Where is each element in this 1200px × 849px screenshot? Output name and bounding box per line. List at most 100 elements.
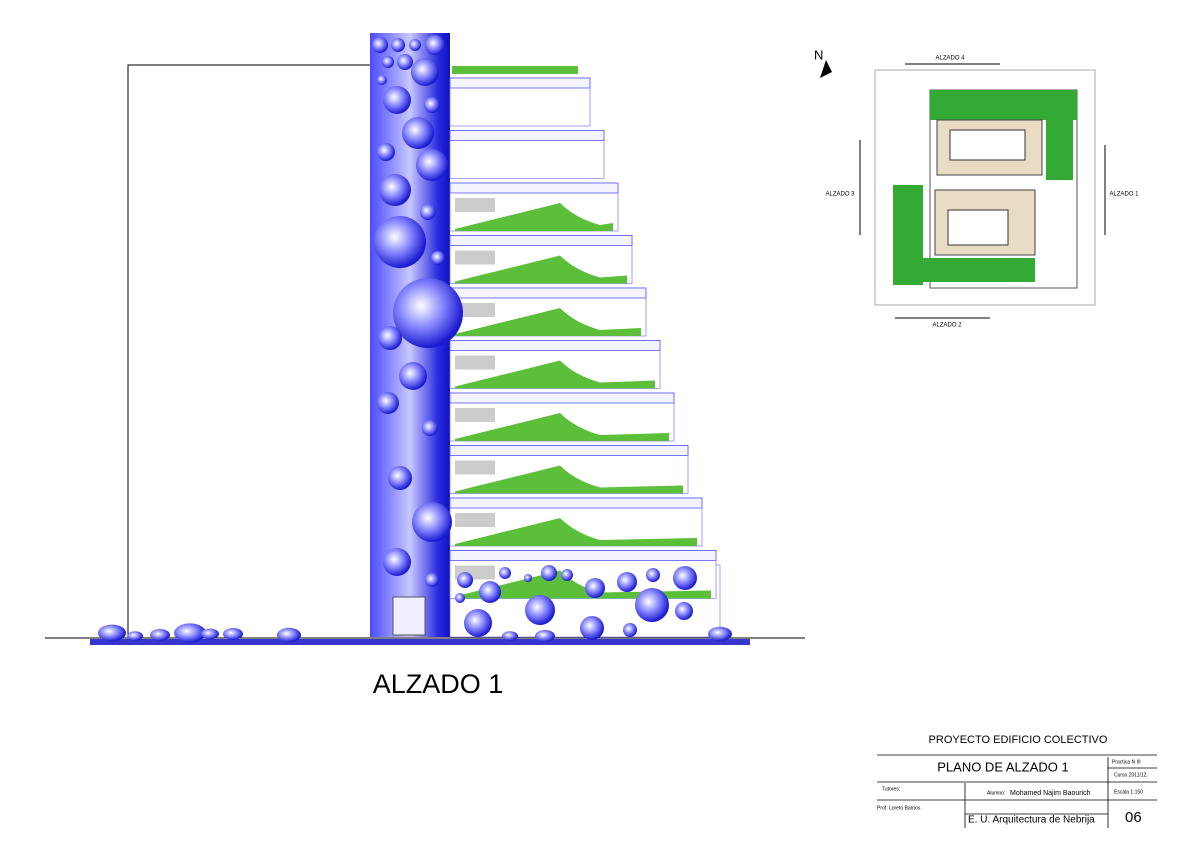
- tutors: Tutores:: [882, 786, 900, 792]
- bubble: [424, 97, 440, 113]
- bubble: [479, 581, 501, 603]
- window: [455, 303, 495, 317]
- drawing-title: ALZADO 1: [373, 669, 504, 699]
- scale: Escala 1:150: [1114, 789, 1143, 795]
- bubble: [524, 574, 532, 582]
- bubble: [382, 56, 394, 68]
- slab: [449, 182, 619, 194]
- student: Mohamed Najim Baourich: [1010, 790, 1091, 797]
- north-arrow: [820, 60, 832, 78]
- bubble: [646, 568, 660, 582]
- bubble: [399, 362, 427, 390]
- planting: [455, 203, 613, 231]
- ground: [90, 639, 750, 645]
- window: [455, 408, 495, 422]
- bubble: [397, 54, 413, 70]
- shrub: [150, 629, 170, 641]
- elevation: [45, 33, 805, 645]
- shrub: [708, 626, 732, 642]
- roof-garden: [452, 66, 578, 74]
- north-label: N: [814, 47, 823, 62]
- project: PROYECTO EDIFICIO COLECTIVO: [929, 734, 1108, 746]
- bubble: [635, 588, 669, 622]
- course: Curso 2011/12.: [1114, 772, 1148, 778]
- bubble: [374, 216, 426, 268]
- window: [455, 250, 495, 265]
- shrub: [502, 631, 518, 641]
- window: [455, 460, 495, 475]
- slab: [449, 340, 661, 351]
- bubble: [673, 566, 697, 590]
- bubble: [377, 143, 395, 161]
- bubble: [425, 35, 445, 55]
- plan-label: ALZADO 1: [1109, 192, 1139, 198]
- bubble: [623, 623, 637, 637]
- bubble: [455, 593, 465, 603]
- slab: [449, 77, 591, 89]
- bubble: [422, 420, 438, 436]
- sheet-title: PLANO DE ALZADO 1: [937, 759, 1069, 774]
- bubble: [402, 117, 434, 149]
- shrub: [277, 627, 301, 643]
- bubble: [409, 39, 421, 51]
- bubble: [411, 58, 439, 86]
- plan-label: ALZADO 3: [825, 192, 855, 198]
- planting: [455, 308, 641, 336]
- planting: [455, 465, 683, 494]
- bubble: [372, 37, 388, 53]
- bubble: [675, 602, 693, 620]
- window: [455, 513, 495, 527]
- bubble: [379, 174, 411, 206]
- planting: [455, 360, 655, 389]
- site-plan: [859, 63, 1106, 319]
- plan-label: ALZADO 4: [935, 56, 965, 62]
- shrub: [174, 623, 206, 643]
- bubble: [391, 38, 405, 52]
- shrub: [98, 624, 126, 642]
- practice: Practica N III: [1112, 759, 1141, 765]
- bubble: [585, 578, 605, 598]
- door: [392, 596, 426, 636]
- bubble: [377, 75, 387, 85]
- title-block: [877, 754, 1157, 828]
- bubble: [617, 572, 637, 592]
- bubble: [420, 204, 436, 220]
- plan-label: ALZADO 2: [932, 323, 962, 329]
- slab: [449, 445, 689, 456]
- bubble: [431, 251, 445, 265]
- slab: [449, 287, 647, 299]
- planting: [455, 570, 711, 599]
- bubble: [383, 86, 411, 114]
- bubble: [561, 569, 573, 581]
- school: E. U. Arquitectura de Nebrija: [968, 815, 1095, 826]
- planting: [455, 518, 697, 546]
- window: [455, 355, 495, 370]
- bubble: [499, 567, 511, 579]
- bubble: [412, 502, 452, 542]
- shrub: [127, 631, 143, 641]
- student-label: Alumno:: [987, 790, 1005, 796]
- slab: [449, 235, 633, 246]
- slab: [449, 497, 703, 509]
- professor: Prof. Loreto Barrios: [877, 805, 921, 811]
- shrub: [535, 630, 555, 642]
- shrub: [223, 628, 243, 640]
- bubble: [377, 392, 399, 414]
- bubble: [464, 609, 492, 637]
- bubble: [525, 595, 555, 625]
- bubble: [425, 573, 439, 587]
- bubble: [388, 466, 412, 490]
- planting: [455, 255, 627, 284]
- planting: [455, 413, 669, 441]
- bubble: [378, 326, 402, 350]
- sheet-number: 06: [1125, 809, 1142, 826]
- bubble: [383, 548, 411, 576]
- slab: [449, 550, 717, 561]
- bubble: [580, 616, 604, 640]
- bubble: [541, 565, 557, 581]
- bubble: [393, 278, 463, 348]
- shrub: [201, 628, 219, 640]
- slab: [449, 130, 605, 141]
- bubble: [457, 572, 473, 588]
